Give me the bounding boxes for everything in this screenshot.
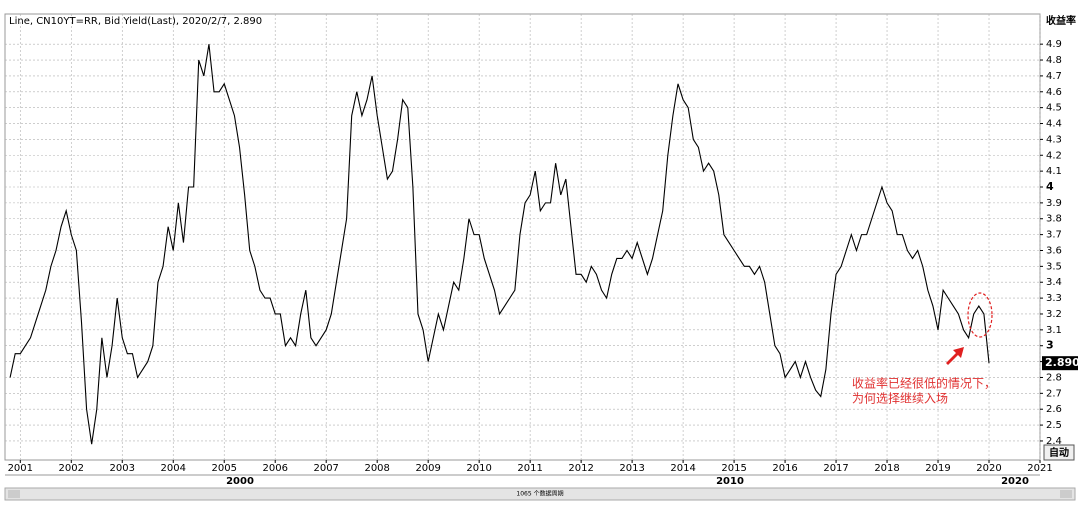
x-tick-label: 2005 <box>212 463 237 474</box>
x-tick-label: 2009 <box>415 463 440 474</box>
line-series <box>9 44 990 445</box>
x-tick-label: 2011 <box>517 463 542 474</box>
y-axis-label: 收益率 <box>1046 14 1076 27</box>
y-tick-label: 3.1 <box>1046 325 1062 336</box>
scroll-label: 1065 个数据周期 <box>516 490 563 498</box>
y-tick-label: 4.2 <box>1046 150 1062 161</box>
period-label: 2000 <box>226 476 254 487</box>
y-tick-label: 4.8 <box>1046 55 1062 66</box>
x-tick-label: 2008 <box>364 463 389 474</box>
x-tick-label: 2003 <box>110 463 135 474</box>
y-tick-label: 3.5 <box>1046 261 1062 272</box>
x-tick-label: 2017 <box>823 463 848 474</box>
x-tick-label: 2012 <box>568 463 593 474</box>
highlight-ellipse <box>967 292 993 338</box>
x-tick-label: 2021 <box>1027 463 1052 474</box>
y-tick-label: 2.6 <box>1046 404 1062 415</box>
y-tick-label: 3 <box>1046 339 1054 352</box>
x-tick-label: 2004 <box>161 463 186 474</box>
x-tick-label: 2015 <box>721 463 746 474</box>
y-tick-label: 4.6 <box>1046 87 1062 98</box>
y-tick-label: 3.9 <box>1046 198 1062 209</box>
y-tick-label: 3.7 <box>1046 230 1062 241</box>
scroll-left[interactable] <box>8 490 20 498</box>
last-value-box <box>1042 356 1078 371</box>
x-tick-label: 2019 <box>925 463 950 474</box>
x-tick-label: 2010 <box>466 463 491 474</box>
period-label: 2020 <box>1001 476 1029 487</box>
x-tick-label: 2007 <box>313 463 338 474</box>
x-tick-label: 2006 <box>262 463 287 474</box>
x-tick-label: 2014 <box>670 463 695 474</box>
x-tick-label: 2020 <box>976 463 1001 474</box>
y-tick-label: 2.7 <box>1046 388 1062 399</box>
last-value-label: 2.890 <box>1045 356 1080 369</box>
highlight-arrow <box>946 347 964 365</box>
y-tick-label: 4.4 <box>1046 119 1062 130</box>
y-tick-label: 4.9 <box>1046 39 1062 50</box>
annotation: 为何选择继续入场 <box>852 392 948 406</box>
x-tick-label: 2018 <box>874 463 899 474</box>
y-tick-label: 2.8 <box>1046 372 1062 383</box>
annotation: 收益率已经很低的情况下， <box>852 376 996 391</box>
scroll-right[interactable] <box>1060 490 1072 498</box>
auto-button[interactable] <box>1043 444 1075 461</box>
x-tick-label: 2013 <box>619 463 644 474</box>
y-tick-label: 4.3 <box>1046 134 1062 145</box>
y-tick-label: 4.5 <box>1046 103 1062 114</box>
auto-button-label[interactable]: 自动 <box>1049 446 1069 459</box>
chart-title: Line, CN10YT=RR, Bid Yield(Last), 2020/2… <box>9 16 262 27</box>
scrollbar[interactable] <box>4 487 1076 501</box>
x-tick-label: 2001 <box>8 463 33 474</box>
y-tick-label: 3.2 <box>1046 309 1062 320</box>
y-tick-label: 2.5 <box>1046 420 1062 431</box>
y-tick-label: 2.4 <box>1046 436 1062 447</box>
y-tick-label: 4.7 <box>1046 71 1062 82</box>
x-tick-label: 2016 <box>772 463 797 474</box>
y-tick-label: 3.8 <box>1046 214 1062 225</box>
y-tick-label: 3.3 <box>1046 293 1062 304</box>
y-tick-label: 3.4 <box>1046 277 1062 288</box>
y-tick-label: 4.1 <box>1046 166 1062 177</box>
period-label: 2010 <box>716 476 744 487</box>
y-tick-label: 4 <box>1046 180 1054 193</box>
plot-frame <box>4 13 1041 461</box>
x-tick-label: 2002 <box>59 463 84 474</box>
y-tick-label: 3.6 <box>1046 245 1062 256</box>
